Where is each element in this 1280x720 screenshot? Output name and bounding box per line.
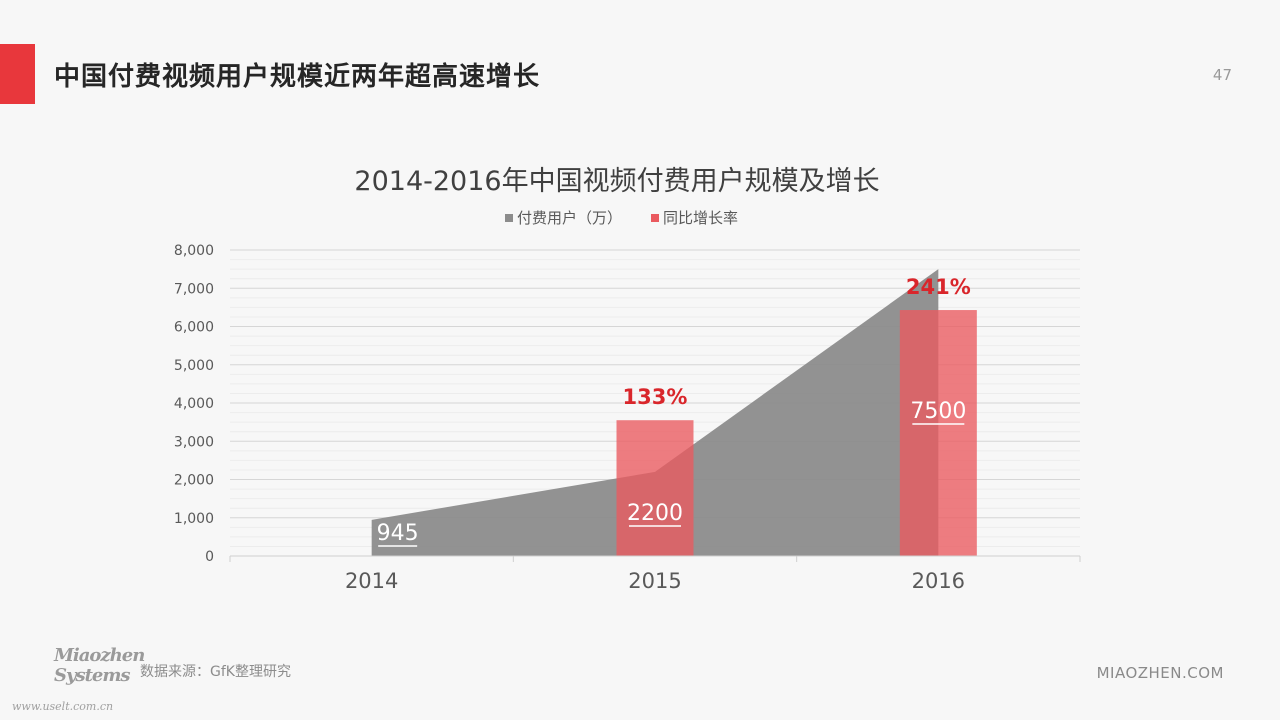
miaozhen-logo: Miaozhen Systems: [54, 645, 145, 686]
y-tick-label: 8,000: [174, 243, 214, 259]
legend-swatch: [651, 214, 659, 222]
data-labels: 945 2200 7500 133% 241%: [377, 275, 971, 547]
y-axis: 0 1,000 2,000 3,000 4,000 5,000 6,000 7,000 8,00…: [174, 243, 214, 565]
y-tick-label: 3,000: [174, 434, 214, 450]
legend-swatch: [505, 214, 513, 222]
chart-marks: [371, 269, 977, 556]
data-source: 数据来源：GfK整理研究: [140, 664, 291, 680]
area-data-label: 2200: [627, 501, 683, 526]
chart-title: 2014-2016年中国视频付费用户规模及增长: [354, 166, 879, 197]
accent-bar: [0, 44, 35, 104]
y-tick-label: 2,000: [174, 473, 214, 489]
y-tick-label: 6,000: [174, 320, 214, 336]
logo-line-2: Systems: [54, 665, 131, 686]
site-url: MIAOZHEN.COM: [1096, 664, 1224, 682]
slide-title: 中国付费视频用户规模近两年超高速增长: [54, 62, 541, 92]
x-tick-label: 2015: [628, 569, 681, 593]
y-tick-label: 0: [205, 549, 214, 565]
bar-growth-rate-2015: [616, 420, 694, 556]
y-tick-label: 1,000: [174, 511, 214, 527]
legend-label: 同比增长率: [663, 209, 738, 227]
watermark: www.uselt.com.cn: [12, 700, 114, 713]
area-data-label: 945: [377, 521, 419, 546]
page-number: 47: [1212, 66, 1232, 84]
y-tick-label: 5,000: [174, 358, 214, 374]
bar-growth-rate-2016: [899, 310, 977, 556]
chart-legend: 付费用户（万） 同比增长率: [505, 209, 738, 227]
area-series-paid-users: [371, 269, 939, 556]
area-data-label: 7500: [910, 399, 966, 424]
legend-label: 付费用户（万）: [517, 209, 622, 227]
x-axis: 2014 2015 2016: [229, 555, 1081, 593]
logo-line-1: Miaozhen: [54, 645, 145, 666]
bar-data-label: 241%: [906, 275, 971, 299]
x-tick-label: 2014: [345, 569, 398, 593]
x-tick-label: 2016: [912, 569, 965, 593]
y-tick-label: 7,000: [174, 281, 214, 297]
y-tick-label: 4,000: [174, 396, 214, 412]
bar-data-label: 133%: [623, 385, 688, 409]
